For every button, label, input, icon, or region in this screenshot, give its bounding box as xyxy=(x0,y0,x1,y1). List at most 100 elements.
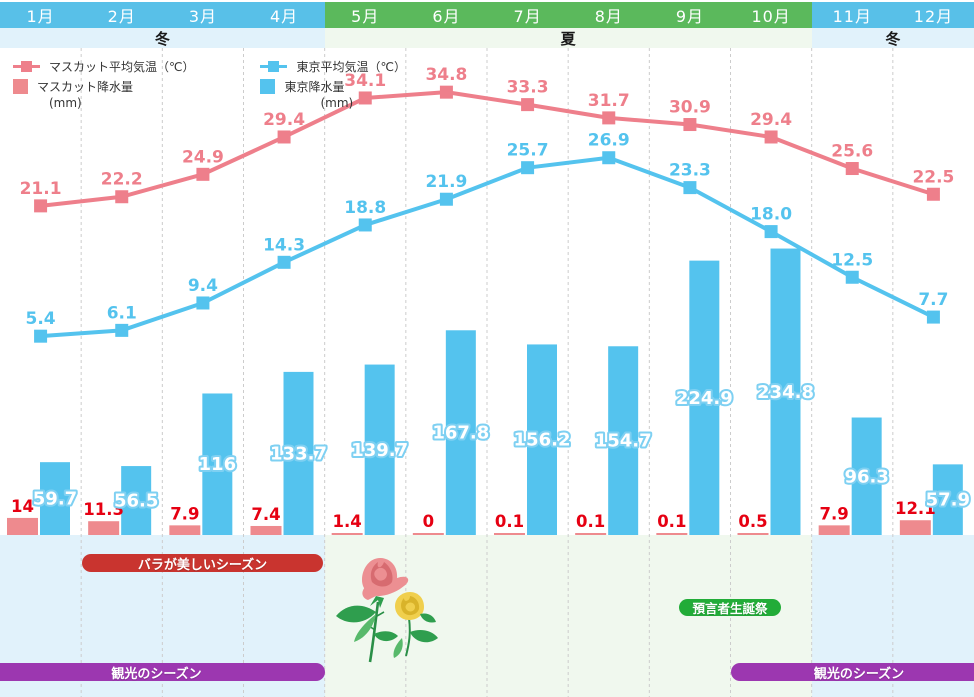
muscat-temp-marker-1月 xyxy=(34,199,48,213)
muscat-temp-marker-11月 xyxy=(845,162,859,176)
tokyo-temp-line-icon xyxy=(260,61,288,72)
bar-label-tokyo-5月: 139.7 xyxy=(351,440,408,461)
tokyo-temp-marker-4月 xyxy=(277,255,291,269)
muscat-temp-label-2月: 22.2 xyxy=(101,170,143,190)
month-header-2月: 2月 xyxy=(81,2,163,28)
tokyo-temp-label-2月: 6.1 xyxy=(107,303,137,323)
pink-rose xyxy=(362,558,409,608)
muscat-temp-marker-5月 xyxy=(358,91,372,105)
muscat-temp-marker-2月 xyxy=(115,190,129,204)
bar-muscat-precip-2月 xyxy=(88,521,120,535)
bar-label-muscat-7月: 0.1 xyxy=(495,512,524,531)
rose-illustration xyxy=(336,558,438,663)
month-header-4月: 4月 xyxy=(243,2,325,28)
bar-muscat-precip-3月 xyxy=(169,525,201,535)
bar-label-tokyo-11月: 96.3 xyxy=(844,466,888,487)
muscat-temp-marker-4月 xyxy=(277,130,291,144)
muscat-temp-marker-10月 xyxy=(764,130,778,144)
tourism-season-banner-right: 観光のシーズン xyxy=(731,663,974,682)
tokyo-temp-label-1月: 5.4 xyxy=(26,309,56,329)
bar-label-tokyo-9月: 224.9 xyxy=(676,388,733,409)
bar-label-muscat-10月: 0.5 xyxy=(738,512,767,531)
bar-label-muscat-3月: 7.9 xyxy=(170,504,199,523)
bar-label-muscat-1月: 14 xyxy=(11,497,34,516)
muscat-temp-marker-12月 xyxy=(926,187,940,201)
bar-label-muscat-4月: 7.4 xyxy=(251,505,280,524)
tokyo-temp-marker-8月 xyxy=(602,151,616,165)
month-header-9月: 9月 xyxy=(649,2,731,28)
legend-muscat-precip-unit: (mm) xyxy=(49,96,82,110)
tokyo-temp-marker-1月 xyxy=(34,329,48,343)
tokyo-precip-swatch-icon xyxy=(260,79,276,94)
bar-muscat-precip-6月 xyxy=(412,533,444,535)
bar-muscat-precip-4月 xyxy=(250,525,282,535)
bar-tokyo-precip-12月 xyxy=(932,464,963,535)
bar-tokyo-precip-3月 xyxy=(202,393,233,535)
tokyo-temp-label-12月: 7.7 xyxy=(918,290,948,310)
bar-label-tokyo-6月: 167.8 xyxy=(432,423,489,444)
legend-tokyo-precip-label: 東京降水量 xyxy=(284,80,345,94)
rose-season-banner: バラが美しいシーズン xyxy=(82,554,323,573)
legend-tokyo-column: 東京平均気温（℃） 東京降水量 (mm) xyxy=(260,58,406,110)
bar-tokyo-precip-8月 xyxy=(608,346,639,535)
legend-muscat-precip-label: マスカット降水量 xyxy=(37,80,134,94)
muscat-temp-line-icon xyxy=(13,61,40,72)
tokyo-temp-label-5月: 18.8 xyxy=(344,198,386,218)
bar-tokyo-precip-7月 xyxy=(527,344,557,535)
muscat-temp-label-5月: 34.1 xyxy=(344,71,386,91)
legend-tokyo-precip-unit: (mm) xyxy=(320,96,354,110)
muscat-temp-label-7月: 33.3 xyxy=(507,78,549,98)
month-header-3月: 3月 xyxy=(162,2,244,28)
month-header-1月: 1月 xyxy=(0,2,82,28)
legend: マスカット平均気温（℃） マスカット降水量 (mm) 東京平均気温（℃） 東京降… xyxy=(13,58,406,109)
tokyo-temp-label-10月: 18.0 xyxy=(750,205,792,225)
muscat-temp-label-1月: 21.1 xyxy=(20,179,62,199)
tourism-season-banner-left: 観光のシーズン xyxy=(0,663,325,682)
bar-tokyo-precip-10月 xyxy=(770,248,801,535)
month-header-5月: 5月 xyxy=(324,2,406,28)
bar-muscat-precip-9月 xyxy=(656,533,688,535)
muscat-temp-label-8月: 31.7 xyxy=(588,91,630,111)
muscat-temp-label-11月: 25.6 xyxy=(831,142,873,162)
month-header-10月: 10月 xyxy=(730,2,812,28)
bar-tokyo-precip-6月 xyxy=(445,330,476,535)
muscat-temp-label-3月: 24.9 xyxy=(182,147,224,167)
bar-tokyo-precip-1月 xyxy=(40,462,70,535)
muscat-temp-marker-7月 xyxy=(521,98,535,112)
bar-muscat-precip-8月 xyxy=(575,533,607,535)
bar-label-tokyo-3月: 116 xyxy=(199,454,237,475)
bar-label-muscat-5月: 1.4 xyxy=(333,512,362,531)
bar-label-tokyo-1月: 59.7 xyxy=(33,489,77,510)
tokyo-temp-marker-12月 xyxy=(926,310,940,324)
bar-label-tokyo-12月: 57.9 xyxy=(926,490,970,511)
tokyo-temp-marker-11月 xyxy=(845,270,859,284)
bar-tokyo-precip-9月 xyxy=(689,260,720,535)
bar-tokyo-precip-4月 xyxy=(283,371,314,535)
tokyo-temp-label-7月: 25.7 xyxy=(507,141,549,161)
tokyo-temp-marker-10月 xyxy=(764,225,778,239)
bar-muscat-precip-10月 xyxy=(737,533,769,535)
bar-muscat-precip-11月 xyxy=(818,525,850,535)
month-header-8月: 8月 xyxy=(568,2,650,28)
tokyo-temp-label-8月: 26.9 xyxy=(588,131,630,151)
season-band-row: 冬 夏 冬 xyxy=(0,28,974,48)
tokyo-temp-marker-5月 xyxy=(358,218,372,232)
bar-tokyo-precip-11月 xyxy=(851,417,882,535)
muscat-temp-marker-8月 xyxy=(602,111,616,125)
muscat-temp-label-6月: 34.8 xyxy=(425,65,467,85)
muscat-temp-label-4月: 29.4 xyxy=(263,110,305,130)
month-header-row: 1月 2月 3月 4月 5月 6月 7月 8月 9月 10月 11月 12月 xyxy=(0,2,974,28)
prophet-birthday-banner: 預言者生誕祭 xyxy=(679,599,781,616)
legend-muscat-column: マスカット平均気温（℃） マスカット降水量 (mm) xyxy=(13,58,194,109)
muscat-temp-label-12月: 22.5 xyxy=(912,167,954,187)
bar-muscat-precip-7月 xyxy=(494,533,525,535)
legend-muscat-temp-label: マスカット平均気温（℃） xyxy=(49,60,195,74)
bar-muscat-precip-5月 xyxy=(331,533,363,535)
bar-label-muscat-2月: 11.3 xyxy=(83,500,124,519)
muscat-temp-marker-6月 xyxy=(439,85,453,99)
season-label-winter-right: 冬 xyxy=(811,28,974,48)
tokyo-temp-label-9月: 23.3 xyxy=(669,161,711,181)
tokyo-temp-marker-7月 xyxy=(521,161,535,175)
